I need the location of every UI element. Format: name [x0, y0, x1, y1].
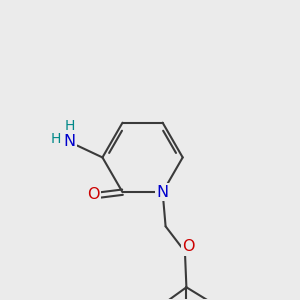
- Text: N: N: [64, 134, 76, 149]
- Text: O: O: [182, 239, 195, 254]
- Text: H: H: [50, 132, 61, 146]
- Text: H: H: [64, 119, 75, 133]
- Text: N: N: [157, 185, 169, 200]
- Text: O: O: [87, 187, 99, 202]
